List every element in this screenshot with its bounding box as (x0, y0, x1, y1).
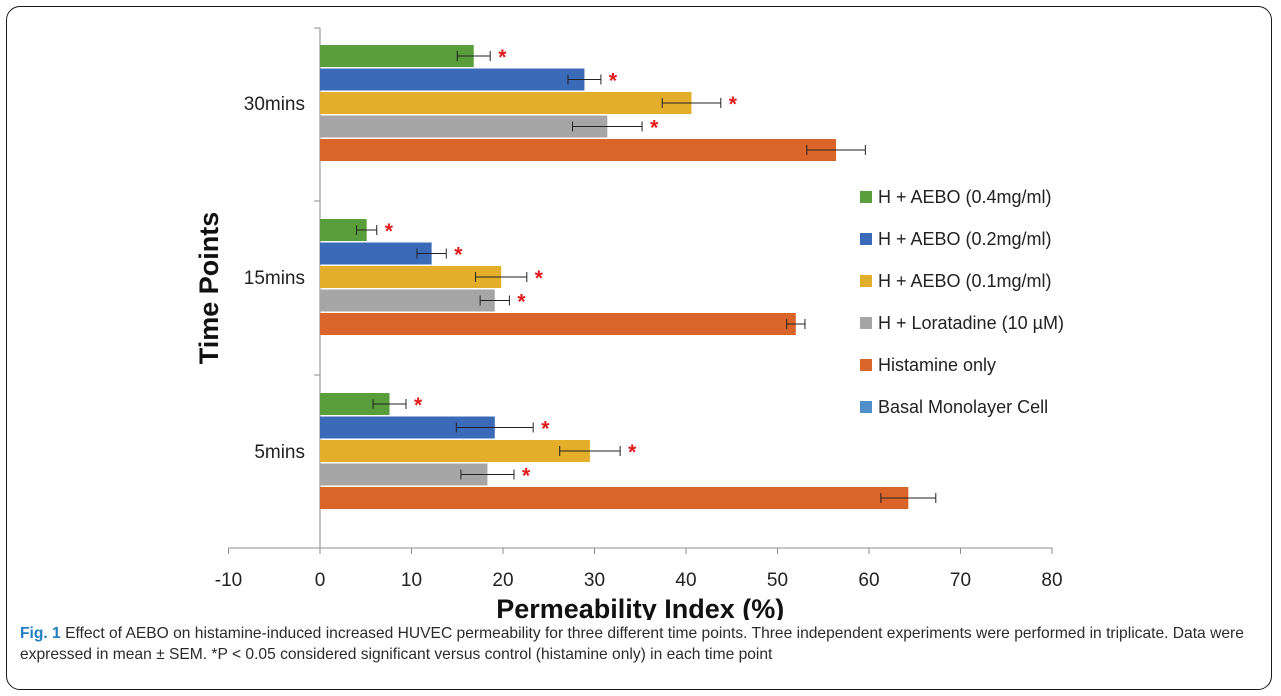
bar (320, 115, 608, 138)
figure-frame (6, 6, 1272, 690)
significance-marker: * (517, 291, 526, 314)
bar (320, 242, 432, 265)
x-tick-label: 40 (675, 570, 696, 591)
significance-marker: * (385, 220, 394, 243)
bar (320, 219, 367, 241)
legend-label: H + AEBO (0.1mg/ml) (878, 271, 1052, 291)
legend-swatch (860, 359, 872, 371)
x-tick-label: 0 (315, 570, 326, 591)
bar (320, 487, 909, 509)
bar (320, 139, 837, 161)
significance-marker: * (498, 46, 507, 69)
legend-swatch (860, 233, 872, 245)
significance-marker: * (628, 441, 637, 464)
bar (320, 289, 495, 312)
bar (320, 416, 495, 439)
legend-label: H + AEBO (0.4mg/ml) (878, 187, 1052, 207)
bar (320, 45, 474, 67)
bar (320, 313, 796, 335)
figure-caption-text: Effect of AEBO on histamine-induced incr… (20, 625, 1244, 663)
bar (320, 266, 502, 288)
bar (320, 92, 692, 114)
x-tick-label: 60 (858, 570, 879, 591)
significance-marker: * (414, 394, 423, 417)
x-tick-label: 50 (767, 570, 788, 591)
x-tick-label: 20 (492, 570, 513, 591)
x-tick-label: -10 (215, 570, 242, 591)
legend-label: H + Loratadine (10 µM) (878, 313, 1064, 333)
bar (320, 463, 488, 486)
significance-marker: * (541, 418, 550, 441)
legend-swatch (860, 401, 872, 413)
legend-label: Basal Monolayer Cell (878, 397, 1048, 417)
legend-label: Histamine only (878, 355, 996, 375)
x-tick-label: 80 (1041, 570, 1062, 591)
x-tick-label: 70 (950, 570, 971, 591)
bar-chart: -10 0 10 20 30 40 50 60 70 80 Permeability Index (… (194, 27, 1064, 620)
category-label: 5mins (254, 442, 305, 463)
category-label: 30mins (244, 94, 305, 115)
significance-marker: * (522, 465, 531, 488)
significance-marker: * (650, 117, 659, 140)
x-axis-title: Permeability Index (%) (496, 594, 784, 620)
y-axis-title: Time Points (194, 212, 224, 365)
significance-marker: * (729, 93, 738, 116)
x-tick-label: 30 (584, 570, 605, 591)
significance-marker: * (454, 244, 463, 267)
x-tick-label: 10 (401, 570, 422, 591)
bar (320, 440, 590, 462)
significance-marker: * (609, 70, 618, 93)
bar (320, 393, 390, 415)
category-label: 15mins (244, 268, 305, 289)
significance-marker: * (535, 267, 544, 290)
legend-label: H + AEBO (0.2mg/ml) (878, 229, 1052, 249)
legend-swatch (860, 191, 872, 203)
legend-swatch (860, 317, 872, 329)
legend-swatch (860, 275, 872, 287)
figure-caption: Fig. 1 Effect of AEBO on histamine-induc… (20, 623, 1260, 665)
bar (320, 68, 585, 91)
figure-label: Fig. 1 (20, 625, 61, 642)
